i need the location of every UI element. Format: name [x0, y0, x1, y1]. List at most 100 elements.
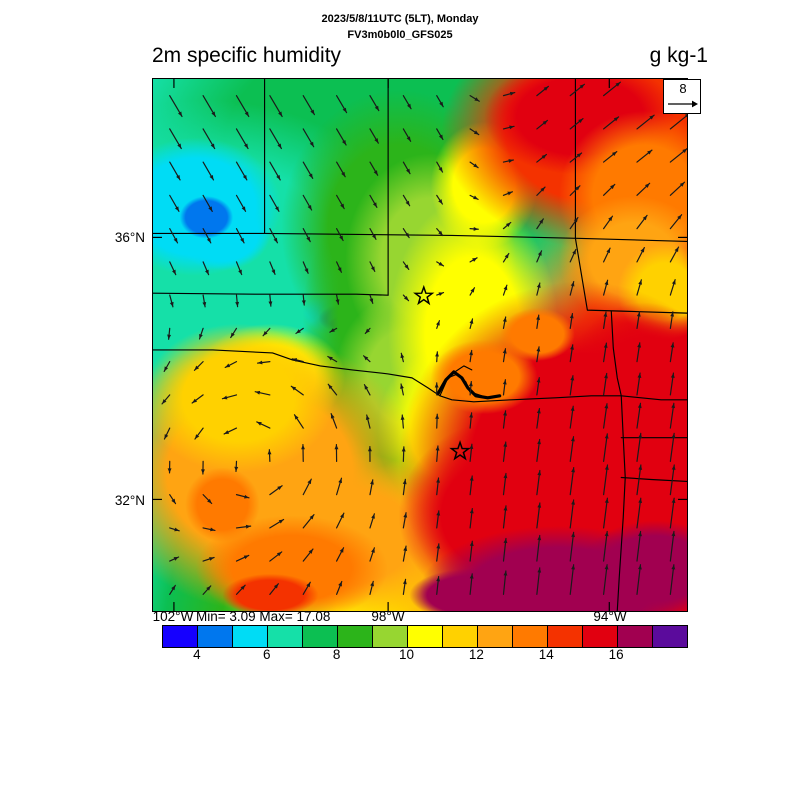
colorbar-tick-labels: 4 6 8 10 12 14 16 [162, 647, 686, 667]
wind-vector-head [541, 154, 547, 159]
minmax-readout: Min= 3.09 Max= 17.08 [196, 609, 331, 624]
wind-vector-head [240, 585, 246, 590]
header-datetime: 2023/5/8/11UTC (5LT), Monday [321, 13, 479, 25]
wind-vector-head [638, 433, 643, 439]
station-star-north [413, 284, 435, 306]
wind-vector-head [536, 283, 541, 288]
wind-vector-head [570, 406, 575, 411]
colorbar[interactable] [162, 625, 688, 648]
wind-vector-head [571, 467, 576, 473]
wind-vector-head [474, 97, 480, 102]
wind-vector-head [301, 300, 306, 306]
wind-vector-head [573, 217, 578, 223]
wind-vector-head [435, 414, 440, 419]
wind-vector-head [242, 174, 247, 180]
wind-vector-head [292, 358, 298, 362]
wind-vector-head [241, 206, 246, 212]
colorbar-band-15 [583, 626, 618, 647]
wind-vector-head [273, 583, 279, 589]
wind-vector-head [201, 469, 205, 475]
wind-vector-head [206, 585, 211, 591]
wind-vector-head [509, 125, 515, 130]
wind-vector-shaft [669, 497, 675, 529]
wind-vector-head [245, 524, 251, 529]
wind-vector-head [400, 383, 404, 389]
colorbar-band-16 [618, 626, 653, 647]
wind-vector-head [256, 421, 262, 426]
wind-vector-head [164, 366, 169, 372]
wind-vector-head [327, 356, 333, 361]
colorbar-tick-14: 14 [538, 647, 554, 662]
colorbar-band-8 [338, 626, 373, 647]
wind-vector-head [570, 436, 575, 442]
wind-vector-head [271, 269, 276, 275]
wind-vector-head [342, 107, 347, 113]
wind-vector-head [570, 344, 574, 350]
wind-vector-head [403, 512, 408, 518]
wind-vector-head [576, 153, 582, 158]
wind-vector-head [537, 567, 542, 573]
wind-vector-head [503, 442, 508, 447]
wind-vector-head [536, 408, 541, 414]
wind-vector-head [469, 508, 474, 514]
wind-vector-shaft [603, 564, 608, 595]
wind-vector-head [671, 564, 676, 570]
wind-vector-head [469, 476, 474, 481]
wind-vector-head [578, 118, 583, 124]
wind-vector-head [403, 295, 409, 301]
reference-vector-arrow-icon [668, 100, 698, 108]
wind-vector-head [329, 328, 335, 333]
map-plot-area[interactable] [152, 78, 688, 612]
wind-vector-head [164, 434, 169, 440]
wind-vector-head [469, 573, 474, 579]
wind-vector-head [436, 320, 440, 326]
wind-vector-head [671, 433, 676, 439]
state-border-line-10 [616, 395, 626, 611]
humidity-heatmap-field [153, 79, 687, 611]
wind-vector-head [278, 111, 283, 117]
wind-vector-head [502, 348, 507, 354]
wind-vector-head [238, 269, 242, 275]
colorbar-band-7 [303, 626, 338, 647]
wind-vector-head [404, 264, 409, 270]
wind-vector-head [257, 360, 263, 365]
wind-vector-head [328, 384, 333, 390]
wind-vector-head [162, 399, 167, 404]
wind-vector-head [469, 318, 474, 324]
wind-vector-head [670, 373, 675, 378]
wind-vector-head [503, 473, 508, 479]
wind-vector-head [671, 464, 676, 470]
wind-vector-head [473, 226, 479, 231]
wind-vector-head [308, 549, 314, 554]
wind-vector-head [202, 302, 207, 307]
wind-vector-head [469, 350, 474, 356]
wind-vector-head [604, 464, 609, 470]
wind-vector-key: 8 [663, 79, 701, 114]
wind-vector-head [401, 446, 406, 452]
wind-vector-head [638, 464, 643, 470]
wind-vector-head [230, 332, 235, 338]
wind-vector-head [268, 301, 273, 307]
colorbar-tick-12: 12 [468, 647, 484, 662]
colorbar-tick-10: 10 [399, 647, 415, 662]
wind-vector-head [572, 249, 576, 255]
wind-vector-head [335, 299, 340, 305]
wind-vector-head [438, 292, 444, 296]
wind-vector-head [502, 317, 507, 322]
wind-vector-head [434, 382, 439, 388]
wind-vector-head [637, 342, 642, 348]
wind-vector-head [330, 413, 335, 419]
state-border-line-8 [451, 365, 473, 375]
wind-vector-head [301, 444, 305, 450]
field-mid-orange-patch-2 [153, 79, 687, 611]
wind-vector-head [537, 470, 542, 476]
wind-vector-head [210, 143, 215, 149]
wind-vector-head [636, 311, 641, 317]
wind-vector-head [275, 206, 279, 212]
colorbar-tick-4: 4 [193, 647, 201, 662]
wind-vector-head [341, 171, 346, 177]
wind-vector-head [503, 410, 507, 416]
wind-vector-head [273, 237, 278, 243]
wind-vector-shaft [669, 564, 675, 595]
wind-vector-head [277, 143, 282, 149]
